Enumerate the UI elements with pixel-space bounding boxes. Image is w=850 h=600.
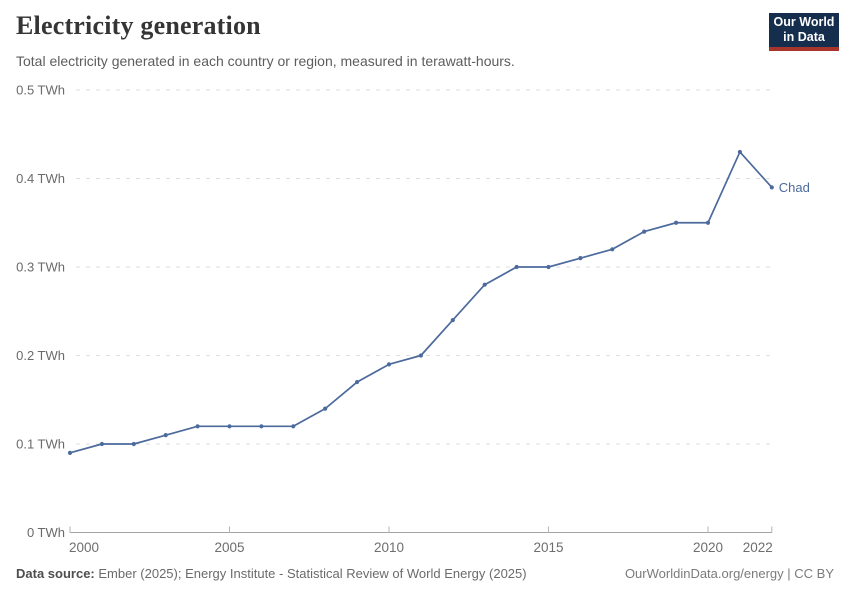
data-source-text: Ember (2025); Energy Institute - Statist… (98, 566, 527, 581)
chart-subtitle: Total electricity generated in each coun… (16, 53, 515, 69)
y-axis-tick-label: 0.4 TWh (16, 171, 65, 186)
data-point (131, 441, 136, 447)
data-point (514, 264, 519, 270)
x-axis-tick-label: 2000 (69, 540, 99, 555)
y-axis-tick-label: 0 TWh (27, 525, 65, 540)
data-point (163, 433, 168, 438)
data-point (386, 362, 392, 367)
x-axis-tick-label: 2022 (743, 540, 773, 555)
data-point (195, 424, 200, 429)
data-point (323, 406, 328, 411)
line-series (69, 151, 773, 454)
data-source-note: Data source: Ember (2025); Energy Instit… (16, 566, 527, 581)
credit-link[interactable]: OurWorldinData.org/energy | CC BY (624, 566, 834, 581)
data-point (737, 149, 743, 155)
data-point (99, 441, 104, 447)
data-point (227, 424, 232, 429)
data-point (355, 379, 360, 385)
data-point (610, 247, 615, 252)
chart-footer: Data source: Ember (2025); Energy Instit… (16, 566, 834, 581)
x-axis-tick-label: 2010 (374, 540, 404, 555)
y-axis-tick-label: 0.2 TWh (16, 348, 65, 363)
data-point (578, 256, 583, 261)
owid-logo[interactable]: Our World in Data (769, 13, 839, 51)
data-point (418, 353, 423, 358)
y-axis-tick-label: 0.3 TWh (16, 260, 65, 275)
data-point (674, 220, 679, 225)
data-point (482, 282, 487, 287)
x-axis-tick-label: 2005 (214, 540, 244, 555)
x-axis-tick-label: 2020 (693, 540, 723, 555)
y-axis-tick-label: 0.5 TWh (16, 83, 65, 98)
data-point (546, 264, 551, 270)
data-point (705, 220, 711, 225)
owid-logo-line2: in Data (783, 30, 825, 44)
owid-logo-line1: Our World (773, 15, 835, 29)
data-point (642, 229, 647, 234)
series-label: Chad (779, 180, 810, 195)
y-axis-tick-label: 0.1 TWh (16, 437, 65, 452)
data-point (67, 450, 73, 455)
data-point (450, 318, 455, 323)
chart-title: Electricity generation (16, 11, 261, 40)
x-axis-tick-label: 2015 (533, 540, 563, 555)
data-point (769, 185, 774, 190)
data-point (259, 424, 264, 429)
data-source-label: Data source: (16, 566, 95, 581)
data-point (291, 424, 296, 429)
